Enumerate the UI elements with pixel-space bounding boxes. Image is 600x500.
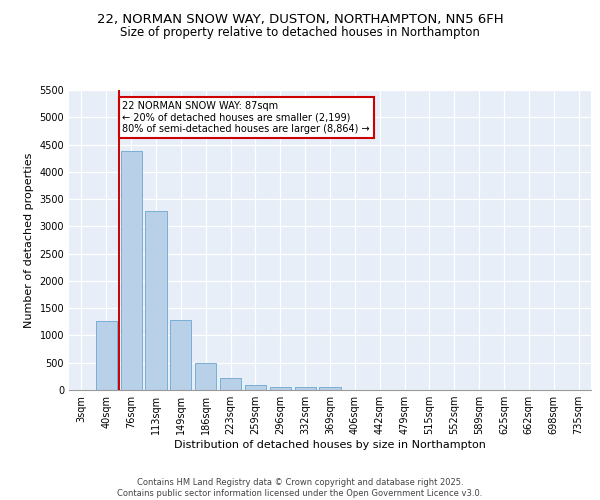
Bar (195, 362, 216, 390)
Y-axis label: Number of detached properties: Number of detached properties (24, 152, 34, 328)
Bar (295, 388, 316, 390)
Text: Size of property relative to detached houses in Northampton: Size of property relative to detached ho… (120, 26, 480, 39)
Text: 22, NORMAN SNOW WAY, DUSTON, NORTHAMPTON, NN5 6FH: 22, NORMAN SNOW WAY, DUSTON, NORTHAMPTON… (97, 12, 503, 26)
Bar (220, 378, 241, 390)
Text: 22 NORMAN SNOW WAY: 87sqm
← 20% of detached houses are smaller (2,199)
80% of se: 22 NORMAN SNOW WAY: 87sqm ← 20% of detac… (122, 101, 370, 134)
Bar (245, 385, 266, 390)
Bar (145, 210, 167, 390)
X-axis label: Distribution of detached houses by size in Northampton: Distribution of detached houses by size … (174, 440, 486, 450)
Bar (270, 386, 291, 390)
Bar (319, 388, 341, 390)
Bar (96, 320, 117, 390)
Text: Contains HM Land Registry data © Crown copyright and database right 2025.
Contai: Contains HM Land Registry data © Crown c… (118, 478, 482, 498)
Bar (170, 320, 191, 390)
Bar (121, 151, 142, 390)
